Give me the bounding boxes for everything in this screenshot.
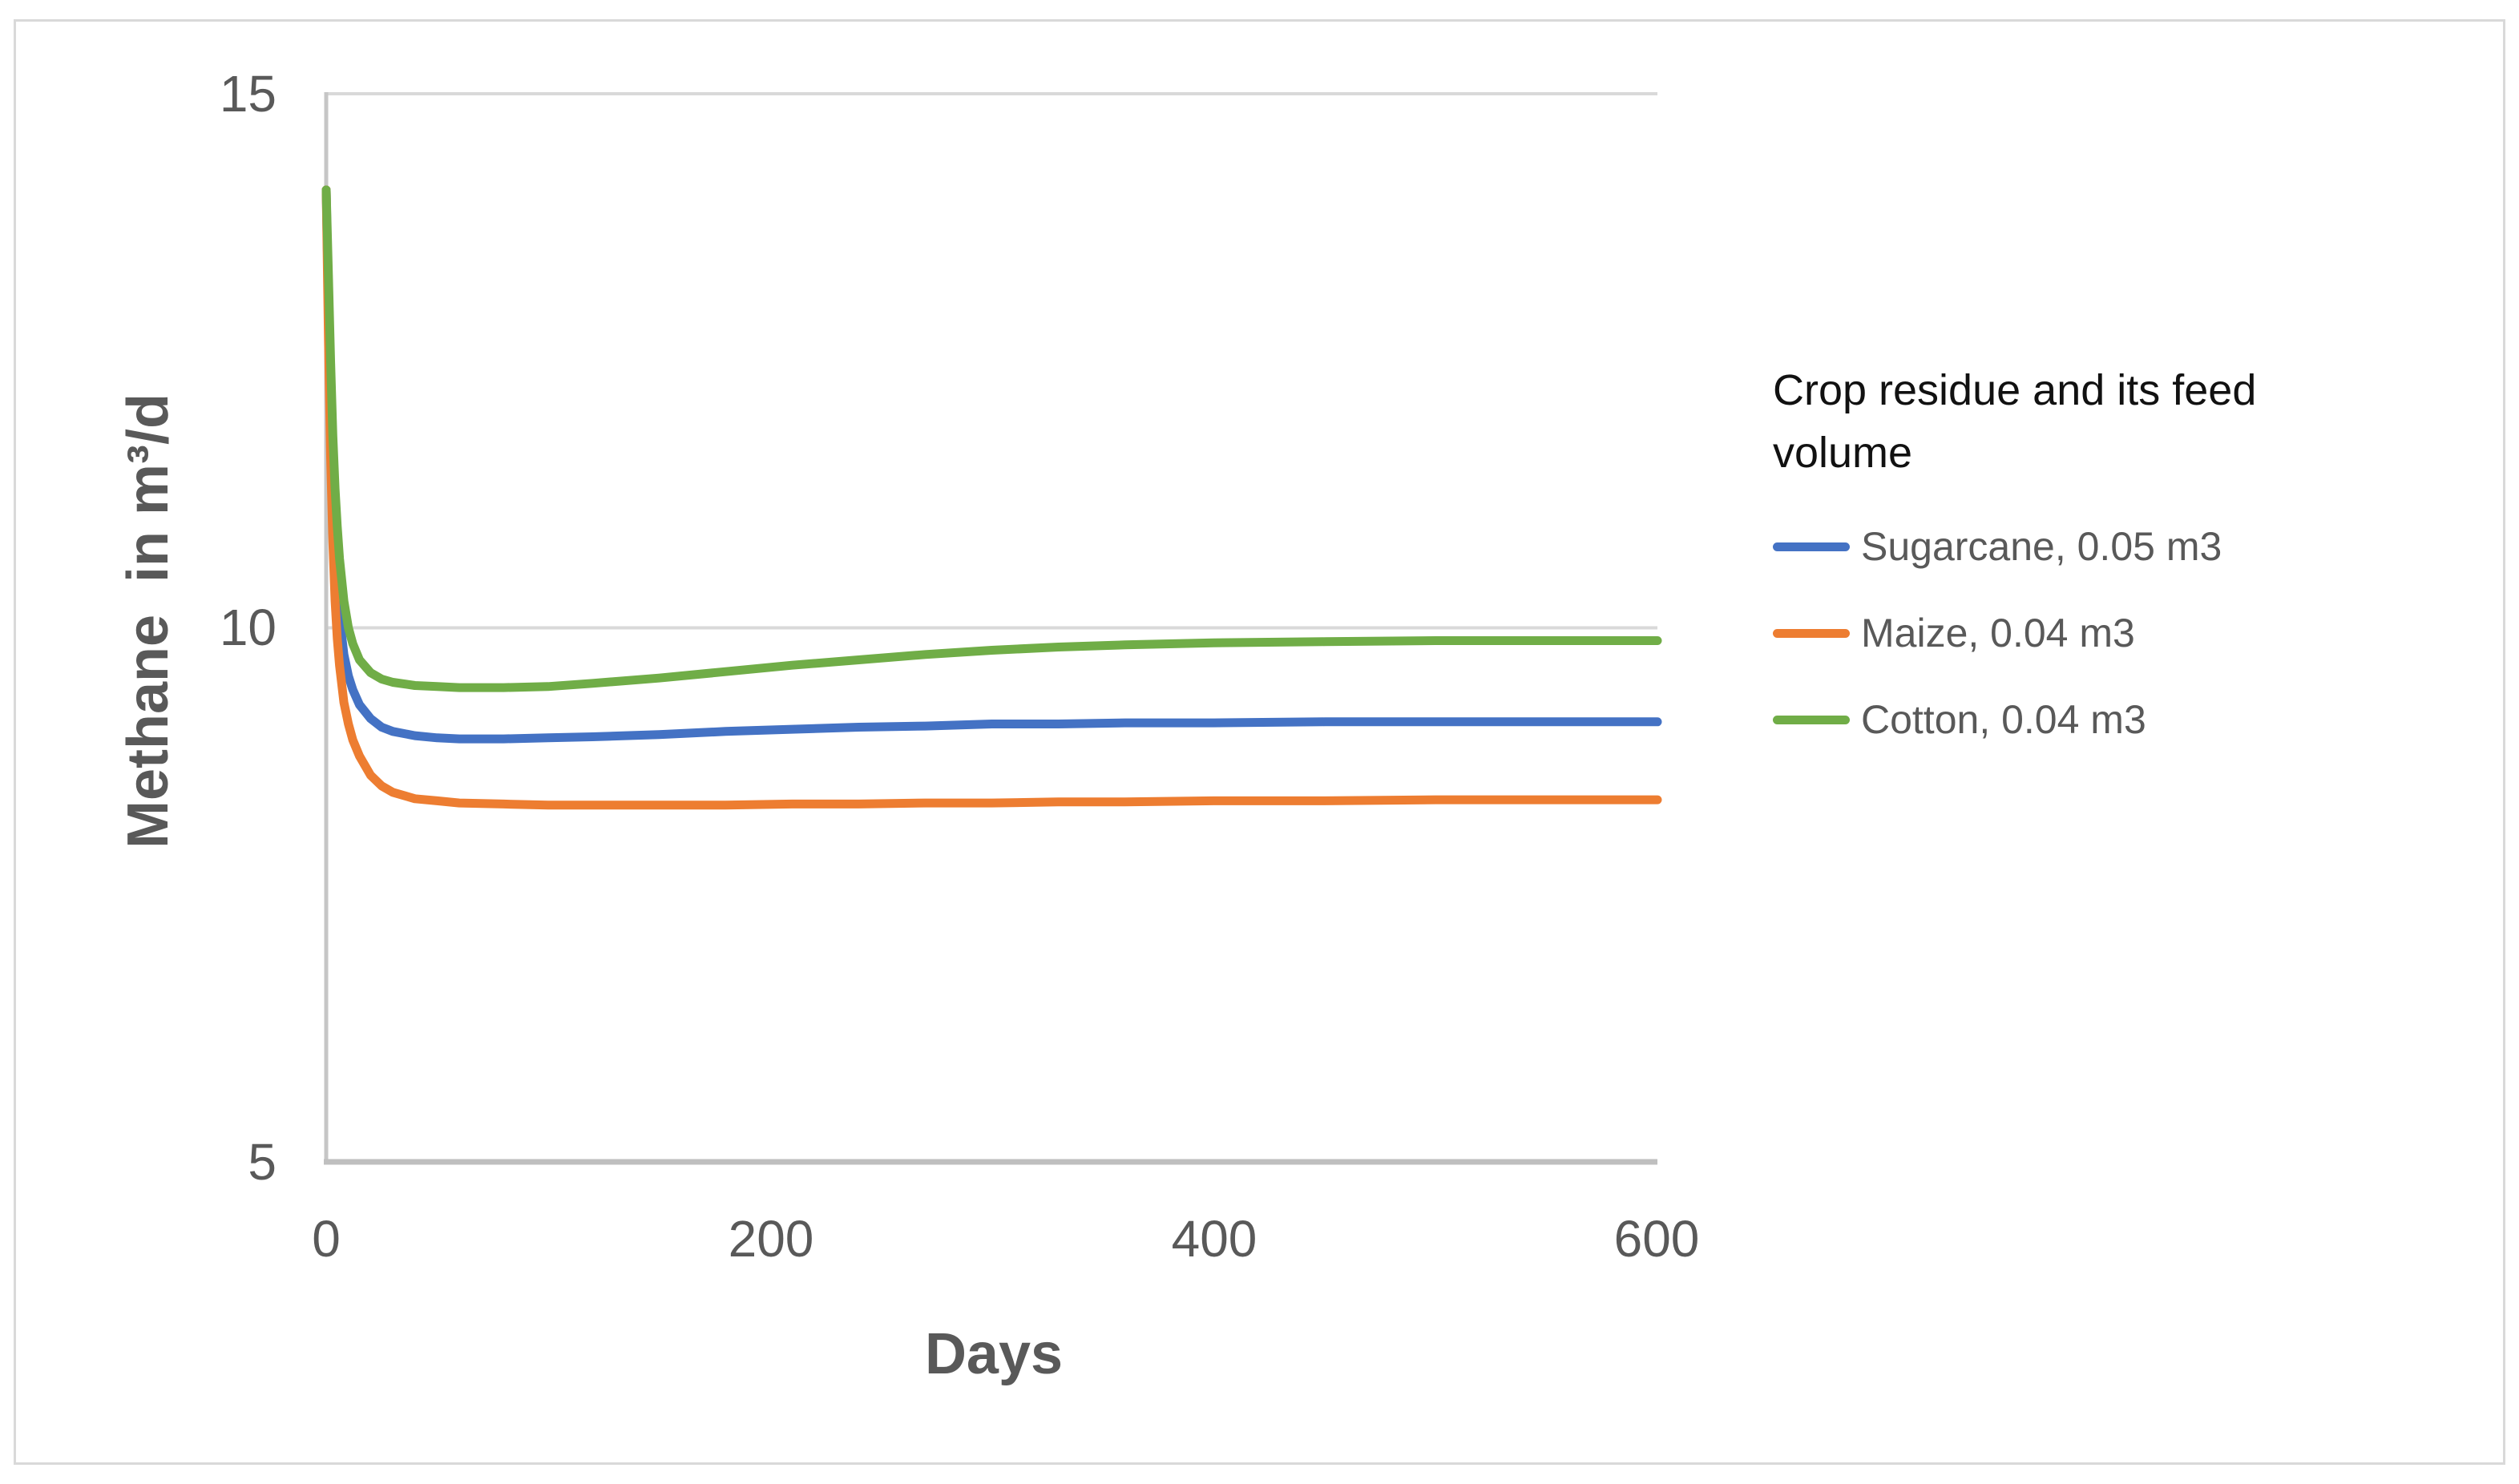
legend-title: Crop residue and its feed volume xyxy=(1773,366,2257,477)
y-tick-5: 5 xyxy=(248,1133,277,1191)
y-tick-10: 10 xyxy=(219,599,277,656)
legend-item-label: Maize, 0.04 m3 xyxy=(1861,611,2135,655)
series-line-maize xyxy=(321,185,1662,810)
legend-items: Sugarcane, 0.05 m3 Maize, 0.04 m3 Cotton… xyxy=(1773,503,2398,763)
series-layer xyxy=(321,185,1662,810)
legend-item-maize: Maize, 0.04 m3 xyxy=(1773,590,2398,676)
series-line-cotton xyxy=(321,185,1662,692)
legend: Crop residue and its feed volume Sugarca… xyxy=(1773,359,2398,763)
legend-item-sugarcane: Sugarcane, 0.05 m3 xyxy=(1773,503,2398,590)
legend-item-label: Sugarcane, 0.05 m3 xyxy=(1861,524,2222,569)
legend-item-label: Cotton, 0.04 m3 xyxy=(1861,697,2146,742)
series-line-sugarcane xyxy=(321,185,1662,744)
cotton-line-swatch xyxy=(1773,715,1850,724)
x-tick-200: 200 xyxy=(728,1210,814,1268)
x-tick-400: 400 xyxy=(1171,1210,1257,1268)
figure-border xyxy=(14,19,2505,1465)
x-tick-0: 0 xyxy=(312,1210,341,1268)
legend-item-cotton: Cotton, 0.04 m3 xyxy=(1773,676,2398,763)
sugarcane-line-swatch xyxy=(1773,542,1850,551)
y-tick-15: 15 xyxy=(219,65,277,123)
y-axis-title: Methane in m³/d xyxy=(116,393,180,849)
maize-line-swatch xyxy=(1773,628,1850,638)
x-axis-title: Days xyxy=(924,1322,1064,1386)
x-tick-600: 600 xyxy=(1613,1210,1700,1268)
